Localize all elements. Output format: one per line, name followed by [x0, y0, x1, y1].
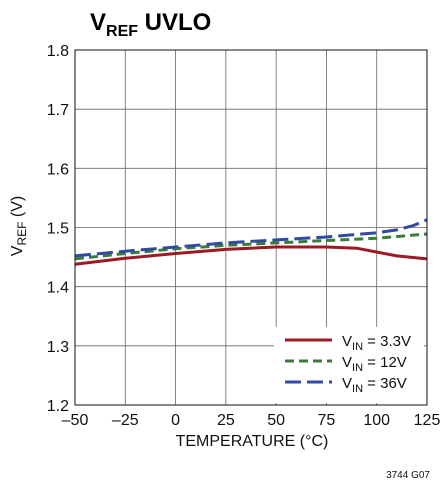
ylabel-subscript: REF — [15, 222, 29, 246]
series-line — [74, 245, 428, 266]
series-line — [74, 232, 428, 261]
y-tick-label: 1.8 — [47, 43, 69, 60]
title-rest: UVLO — [138, 9, 211, 36]
y-tick-labels: 1.2 1.3 1.4 1.5 1.6 1.7 1.8 — [47, 43, 69, 415]
x-tick-label: 0 — [171, 412, 180, 429]
legend-label: VIN = 12V — [342, 354, 407, 374]
y-tick-label: 1.6 — [47, 161, 69, 178]
x-tick-label: 50 — [267, 412, 285, 429]
x-tick-label: 75 — [318, 412, 336, 429]
x-tick-label: –25 — [112, 412, 139, 429]
x-axis-label: TEMPERATURE (°C) — [176, 433, 329, 450]
x-tick-label: –50 — [62, 412, 89, 429]
y-tick-label: 1.5 — [47, 221, 69, 238]
title-main: V — [90, 9, 106, 36]
y-tick-label: 1.3 — [47, 339, 69, 356]
x-tick-label: 25 — [217, 412, 235, 429]
series-line — [74, 218, 428, 258]
y-tick-label: 1.4 — [47, 280, 69, 297]
ylabel-main: V — [9, 245, 26, 256]
y-tick-label: 1.7 — [47, 102, 69, 119]
figure-id: 3744 G07 — [386, 470, 430, 481]
title-subscript: REF — [106, 23, 138, 40]
plot-frame — [74, 49, 428, 406]
y-tick-label: 1.2 — [47, 398, 69, 415]
y-axis-label: VREF (V) — [9, 196, 29, 256]
x-tick-label: 100 — [363, 412, 390, 429]
legend-label: VIN = 3.3V — [342, 333, 411, 353]
x-tick-labels: –50 –25 0 25 50 75 100 125 — [62, 412, 441, 429]
x-tick-label: 125 — [414, 412, 441, 429]
ylabel-rest: (V) — [9, 196, 26, 222]
legend-label: VIN = 36V — [342, 375, 407, 395]
data-series — [74, 218, 428, 266]
chart-title: VREF UVLO — [90, 9, 211, 40]
